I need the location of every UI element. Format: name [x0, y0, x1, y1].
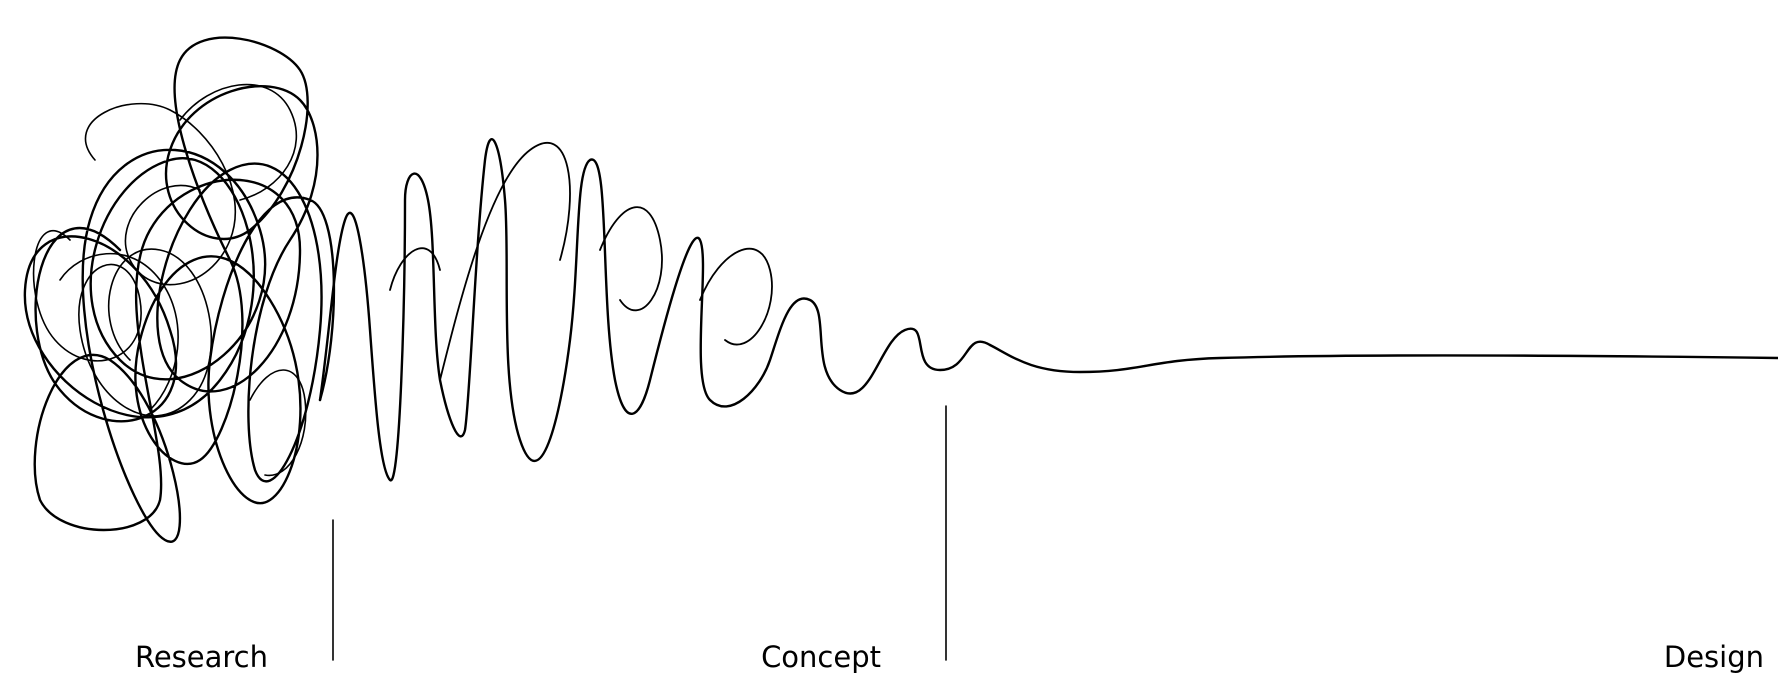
transition-loops-inner — [389, 142, 773, 381]
design-label: Design — [1663, 640, 1764, 674]
design-line — [988, 343, 1778, 374]
concept-label: Concept — [761, 640, 881, 674]
research-scribble — [23, 36, 336, 543]
research-label: Research — [134, 640, 268, 674]
research-scribble-inner — [32, 83, 307, 477]
transition-loops — [318, 138, 992, 482]
